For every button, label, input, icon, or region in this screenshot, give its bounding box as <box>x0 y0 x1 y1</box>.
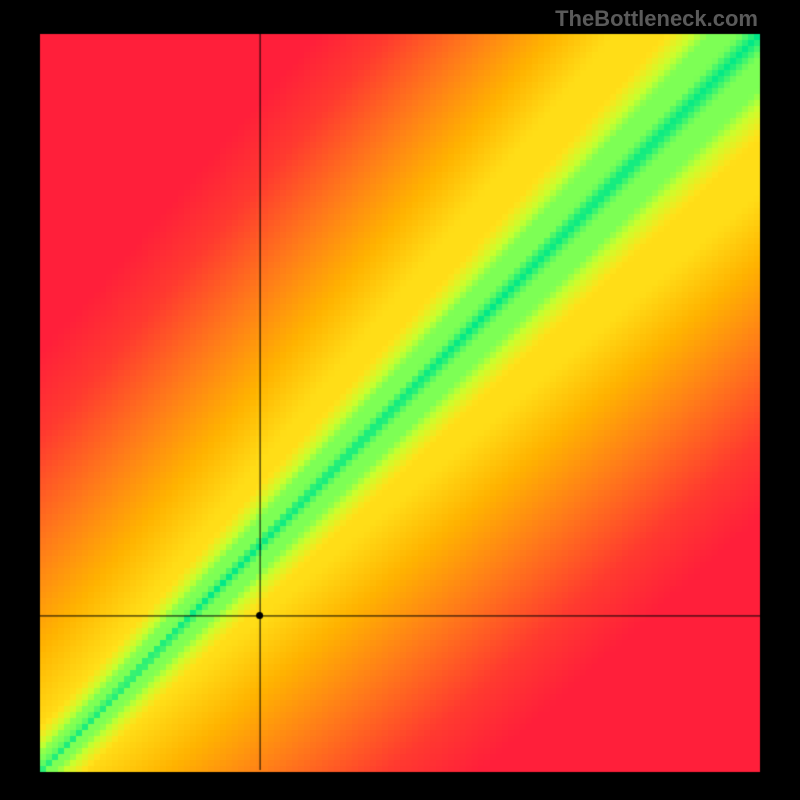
watermark-text: TheBottleneck.com <box>555 6 758 32</box>
heatmap-chart <box>0 0 800 800</box>
chart-container: TheBottleneck.com <box>0 0 800 800</box>
